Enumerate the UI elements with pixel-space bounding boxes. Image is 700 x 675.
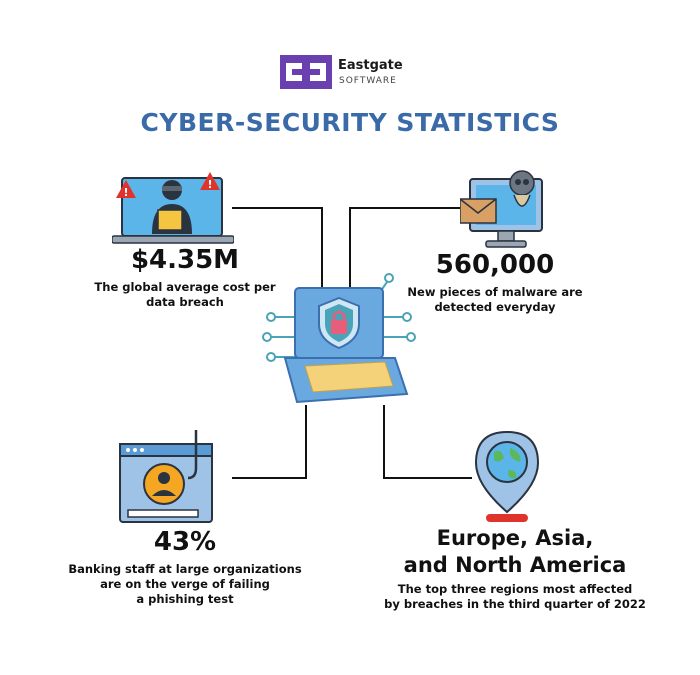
globe-pin-icon [474,430,540,522]
stat-value-malware: 560,000 [435,250,555,280]
svg-text:!: ! [123,186,128,199]
eastgate-logo [280,55,332,89]
svg-text:!: ! [207,178,212,191]
secure-laptop-icon [262,273,416,404]
stat-desc-phishing: Banking staff at large organizations are… [68,562,302,606]
page-title: CYBER-SECURITY STATISTICS [140,108,560,137]
logo-subtitle: SOFTWARE [339,76,397,86]
hacker-laptop-icon: ! ! [112,172,234,244]
stat-desc-regions: The top three regions most affected by b… [384,582,646,611]
stat-value-phishing: 43% [153,527,217,557]
stat-desc-malware: New pieces of malware are detected every… [407,285,583,314]
stat-value-cost: $4.35M [130,245,240,275]
stat-desc-cost: The global average cost per data breach [94,280,276,309]
malware-monitor-icon [460,170,543,248]
phishing-browser-icon [119,430,213,523]
logo-name: Eastgate [338,58,403,73]
stat-value-regions: Europe, Asia, and North America [403,526,627,577]
